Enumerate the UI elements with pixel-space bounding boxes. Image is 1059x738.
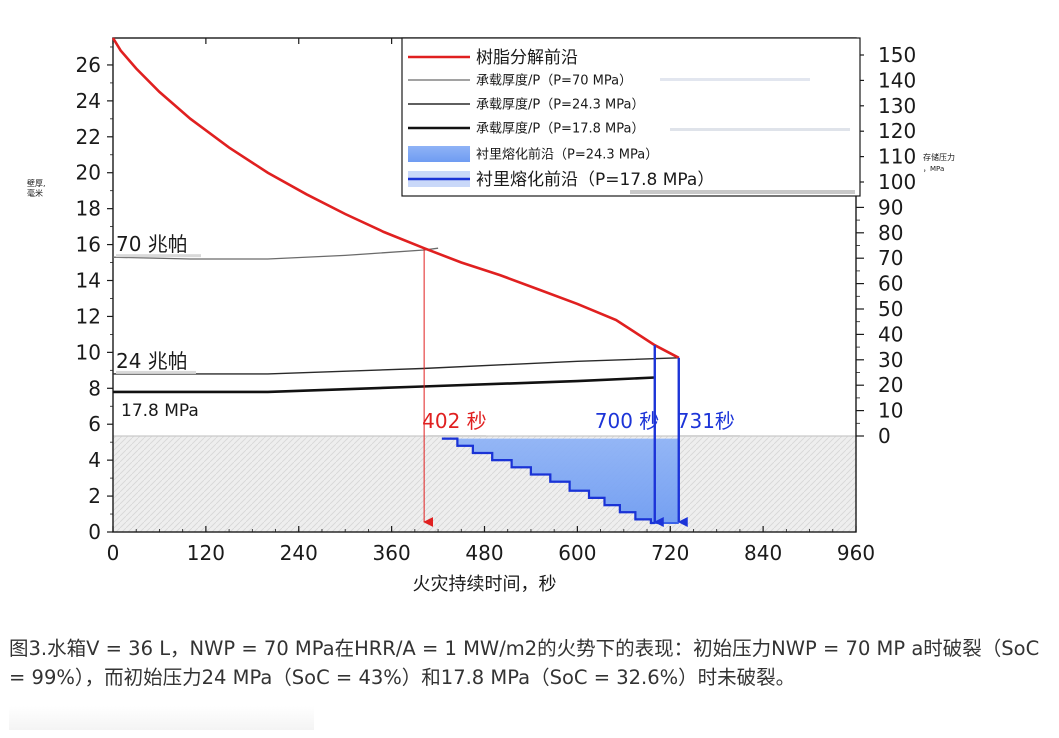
y-left-tick-label: 24	[76, 89, 101, 113]
y-left-tick-label: 22	[76, 125, 101, 149]
y-right-tick-label: 80	[878, 221, 903, 245]
annotation-5: 731秒	[677, 409, 735, 433]
legend-smudge	[670, 128, 850, 131]
y-left-tick-label: 8	[88, 376, 101, 400]
x-tick-label: 240	[280, 541, 318, 565]
legend-label-0: 树脂分解前沿	[476, 48, 578, 68]
legend-label-4: 衬里熔化前沿（P=24.3 MPa）	[476, 147, 658, 163]
y-right-tick-label: 20	[878, 373, 903, 397]
chart-figure: 0 120 240 360 480 600 720 840 960024681012141618…	[27, 37, 955, 595]
y-left-tick-label: 4	[88, 448, 101, 472]
y-left-tick-label: 18	[76, 197, 101, 221]
legend-label-1: 承载厚度/P（P=70 MPa）	[476, 73, 632, 89]
figure-caption: 图3.水箱V = 36 L，NWP = 70 MPa在HRR/A = 1 MW/…	[9, 637, 1040, 689]
legend-label-5: 衬里熔化前沿（P=17.8 MPa）	[476, 170, 714, 190]
x-tick-label: 960	[837, 541, 875, 565]
fill-layer	[441, 437, 679, 525]
annotation-4: 700 秒	[595, 409, 660, 433]
x-tick-label: 0	[107, 541, 120, 565]
y-right-axis-label: 存储压力	[923, 152, 955, 162]
axes-layer: 0 120 240 360 480 600 720 840 960024681012141618…	[27, 37, 955, 595]
y-right-tick-label: 50	[878, 297, 903, 321]
label-stub	[116, 254, 201, 258]
y-left-tick-label: 2	[88, 484, 101, 508]
y-right-tick-label: 10	[878, 399, 903, 423]
y-left-tick-label: 20	[76, 161, 101, 185]
y-left-tick-label: 12	[76, 304, 101, 328]
y-right-tick-label: 30	[878, 348, 903, 372]
bearing-thickness-24	[113, 357, 679, 375]
y-right-tick-label: 60	[878, 272, 903, 296]
annotation-3: 402 秒	[422, 409, 487, 433]
y-right-tick-label: 90	[878, 195, 903, 219]
series-layer	[111, 37, 680, 394]
legend-box	[401, 37, 861, 197]
legend-smudge	[660, 78, 810, 81]
y-left-tick-label: 0	[88, 520, 101, 544]
y-left-axis-label: 壁厚,	[27, 178, 46, 188]
y-right-tick-label: 150	[878, 43, 916, 67]
annotation-layer: 70 兆帕 24 兆帕 17.8 MPa 402 秒 700 秒 731秒	[116, 232, 740, 527]
label-stub	[428, 434, 486, 437]
y-left-tick-label: 14	[76, 269, 101, 293]
faded-strip	[9, 706, 314, 730]
y-right-tick-label: 70	[878, 246, 903, 270]
resin-front-line	[111, 37, 680, 359]
x-tick-label: 120	[187, 541, 225, 565]
y-right-tick-label: 40	[878, 322, 903, 346]
y-left-tick-label: 6	[88, 412, 101, 436]
y-right-axis-label-2: ，MPa	[923, 165, 944, 173]
bearing-thickness-17	[113, 376, 655, 394]
y-right-tick-label: 140	[878, 68, 916, 92]
y-left-tick-label: 10	[76, 340, 101, 364]
liner-melt-front-17	[441, 437, 655, 525]
y-right-tick-label: 110	[878, 145, 916, 169]
legend-label-3: 承载厚度/P（P=17.8 MPa）	[476, 121, 644, 137]
label-stub	[116, 370, 196, 374]
legend-label-2: 承载厚度/P（P=24.3 MPa）	[476, 97, 644, 113]
x-tick-label: 600	[558, 541, 596, 565]
x-axis-label: 火灾持续时间，秒	[413, 574, 557, 595]
annotation-1: 24 兆帕	[116, 349, 188, 373]
x-tick-label: 840	[744, 541, 782, 565]
y-right-tick-label: 130	[878, 94, 916, 118]
y-left-tick-label: 26	[76, 53, 101, 77]
y-right-tick-label: 120	[878, 119, 916, 143]
x-tick-label: 480	[465, 541, 503, 565]
annotation-2: 17.8 MPa	[121, 401, 199, 421]
legend-smudge	[630, 190, 855, 194]
y-right-tick-label: 100	[878, 170, 916, 194]
legend-swatch-4	[408, 146, 470, 162]
x-tick-label: 360	[373, 541, 411, 565]
label-stub	[680, 434, 740, 437]
y-left-axis-label-2: 毫米	[27, 188, 43, 198]
x-tick-label: 720	[651, 541, 689, 565]
annotation-0: 70 兆帕	[116, 232, 188, 256]
y-right-tick-label: 0	[878, 424, 891, 448]
y-left-tick-label: 16	[76, 233, 101, 257]
